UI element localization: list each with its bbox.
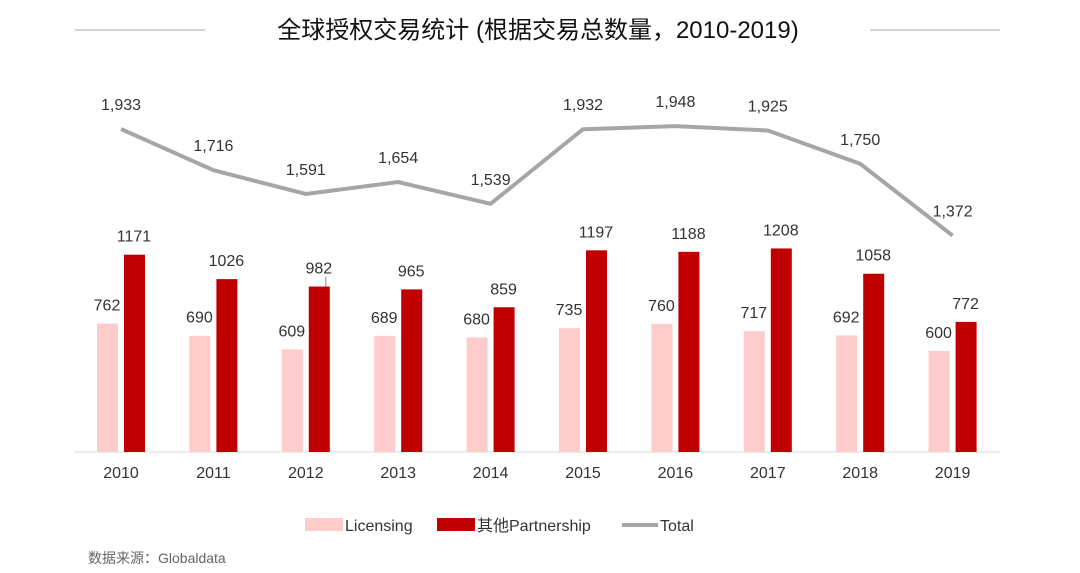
data-label-licensing-2013: 689	[371, 310, 398, 327]
data-label-total-2012: 1,591	[286, 162, 326, 179]
source-note: 数据来源：Globaldata	[88, 550, 226, 566]
data-label-total-2010: 1,933	[101, 97, 141, 114]
data-label-total-2014: 1,539	[471, 172, 511, 189]
data-label-partnership-2011: 1026	[209, 253, 245, 270]
data-label-partnership-2010: 1171	[117, 229, 152, 246]
bar-licensing-2017	[743, 331, 765, 452]
x-tick-2012: 2012	[288, 465, 324, 482]
x-tick-2019: 2019	[935, 465, 971, 482]
bar-partnership-2011	[216, 279, 238, 452]
bar-licensing-2014	[466, 337, 488, 452]
x-tick-2017: 2017	[750, 465, 786, 482]
bar-partnership-2010	[124, 254, 145, 452]
data-label-total-2015: 1,932	[563, 97, 603, 114]
legend: Licensing 其他Partnership Total	[305, 517, 694, 535]
data-label-partnership-2017: 1208	[763, 222, 799, 239]
data-label-licensing-2014: 680	[463, 311, 490, 328]
data-label-total-2017: 1,925	[748, 99, 788, 116]
chart-title: 全球授权交易统计 (根据交易总数量，2010-2019)	[277, 17, 798, 44]
legend-label-total: Total	[660, 518, 694, 535]
data-label-partnership-2019: 772	[952, 296, 979, 313]
x-tick-2016: 2016	[658, 465, 694, 482]
bar-partnership-2017	[770, 248, 792, 452]
bar-partnership-2014	[493, 307, 515, 452]
bar-licensing-2018	[836, 335, 858, 452]
data-label-licensing-2016: 760	[648, 298, 675, 315]
data-label-total-2013: 1,654	[378, 150, 418, 167]
bar-licensing-2010	[97, 323, 118, 452]
x-tick-labels: 2010 2011 2012 2013 2014 2015 2016 2017 2018 2019	[103, 465, 970, 482]
x-tick-2015: 2015	[565, 465, 601, 482]
data-label-total-2011: 1,716	[193, 138, 233, 155]
data-label-licensing-2019: 600	[925, 325, 952, 342]
data-label-partnership-2016: 1188	[671, 226, 706, 243]
bar-partnership-2013	[401, 289, 423, 452]
bar-licensing-2011	[189, 335, 211, 452]
data-label-licensing-2011: 690	[186, 310, 213, 327]
data-label-licensing-2018: 692	[833, 309, 860, 326]
data-label-partnership-2018: 1058	[855, 248, 891, 265]
x-tick-2011: 2011	[196, 465, 231, 482]
bar-partnership-2018	[863, 273, 885, 452]
legend-label-licensing: Licensing	[345, 518, 413, 535]
data-label-total-2018: 1,750	[840, 132, 880, 149]
data-label-partnership-2014: 859	[490, 281, 517, 298]
x-tick-2010: 2010	[103, 465, 139, 482]
data-label-licensing-2015: 735	[556, 302, 583, 319]
bar-licensing-2019	[928, 350, 950, 452]
x-tick-2018: 2018	[842, 465, 878, 482]
bars	[97, 248, 977, 452]
bar-licensing-2016	[651, 323, 673, 452]
data-label-total-2016: 1,948	[655, 94, 695, 111]
bar-partnership-2016	[678, 251, 700, 452]
legend-label-partnership: 其他Partnership	[477, 517, 591, 535]
bar-licensing-2015	[559, 328, 580, 452]
data-label-total-2019: 1,372	[933, 204, 973, 221]
legend-swatch-licensing	[305, 518, 343, 531]
bar-licensing-2013	[374, 335, 396, 452]
legend-swatch-partnership	[437, 518, 475, 531]
data-label-partnership-2015: 1197	[579, 224, 614, 241]
bar-partnership-2012	[308, 286, 330, 452]
data-label-partnership-2013: 965	[398, 263, 425, 280]
data-label-partnership-2012: 982	[305, 261, 332, 278]
bar-partnership-2015	[586, 250, 607, 452]
data-labels: 762 1171 1,933 690 1026 1,716 609 982 1,591 689 96…	[94, 94, 979, 342]
bar-partnership-2019	[955, 321, 977, 452]
total-line	[120, 124, 954, 238]
data-label-licensing-2010: 762	[94, 298, 121, 315]
bar-licensing-2012	[281, 349, 303, 452]
x-tick-2013: 2013	[380, 465, 416, 482]
data-label-licensing-2012: 609	[278, 323, 305, 340]
x-tick-2014: 2014	[473, 465, 509, 482]
total-line-layer	[120, 124, 954, 238]
data-label-licensing-2017: 717	[740, 305, 767, 322]
